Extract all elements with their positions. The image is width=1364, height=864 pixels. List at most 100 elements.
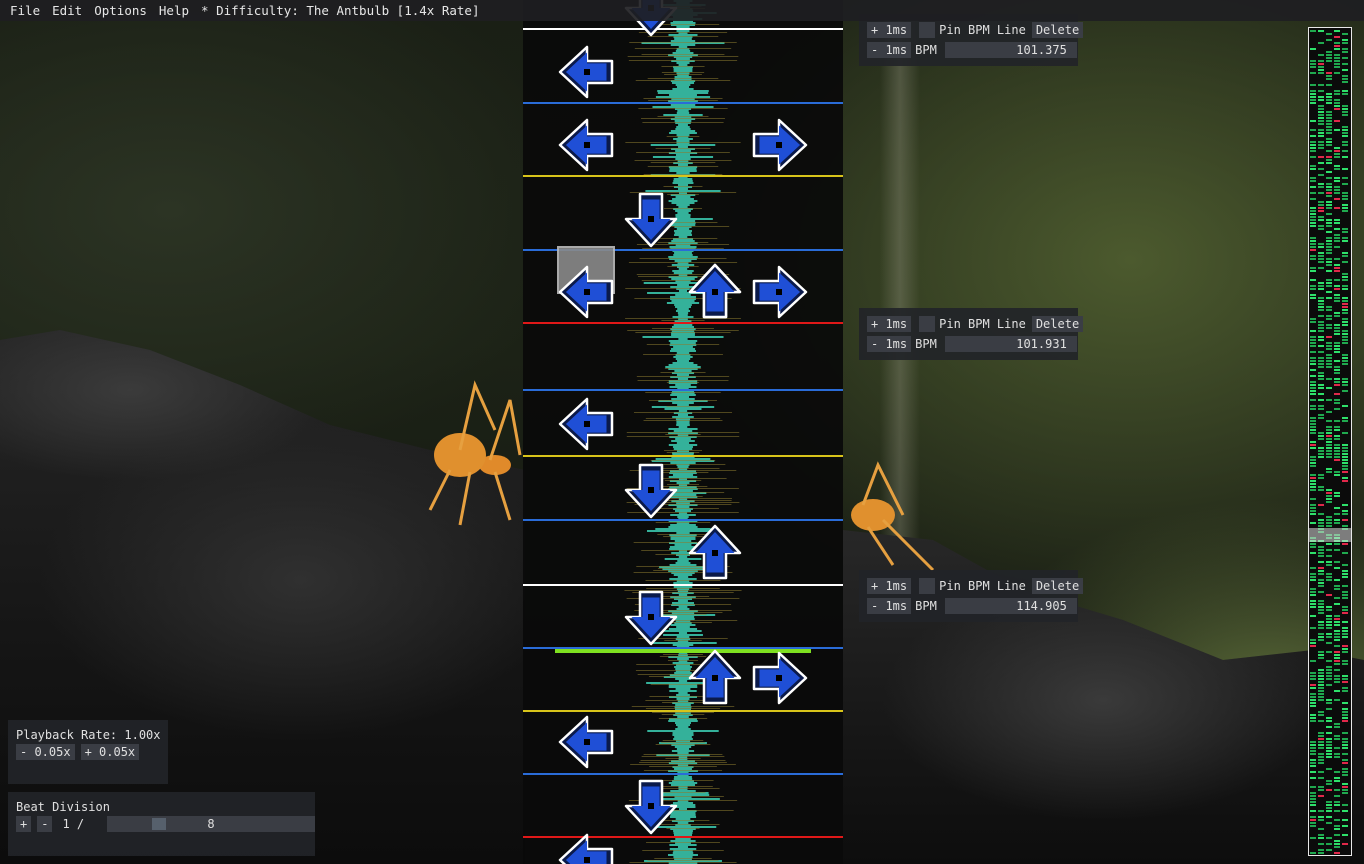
note-left-arrow-icon[interactable]: [558, 715, 614, 769]
minimap-note-mark: [1334, 378, 1340, 380]
beat-division-plus-button[interactable]: +: [16, 816, 32, 832]
minimap-note-mark: [1342, 195, 1348, 197]
bpm-minus-1ms-button[interactable]: - 1ms: [867, 42, 912, 58]
note-left-arrow-icon[interactable]: [558, 397, 614, 451]
minimap-note-mark: [1326, 222, 1332, 224]
minimap-note-mark: [1318, 555, 1324, 557]
minimap-note-mark: [1334, 93, 1340, 95]
beat-division-slider[interactable]: 8: [107, 816, 315, 832]
note-left-arrow-icon[interactable]: [558, 45, 614, 99]
note-right-arrow-icon[interactable]: [752, 265, 808, 319]
note-right-arrow-icon[interactable]: [752, 651, 808, 705]
note-up-arrow-icon[interactable]: [688, 263, 742, 319]
minimap-note-mark: [1342, 297, 1348, 299]
minimap-note-mark: [1318, 156, 1324, 158]
minimap-note-mark: [1334, 615, 1340, 617]
minimap-note-mark: [1318, 711, 1324, 713]
menu-edit[interactable]: Edit: [52, 3, 83, 18]
minimap-note-mark: [1310, 687, 1316, 689]
note-left-arrow-icon[interactable]: [558, 118, 614, 172]
minimap-note-mark: [1342, 636, 1348, 638]
minimap-canvas[interactable]: [1309, 28, 1351, 855]
chart-lane[interactable]: [523, 0, 843, 864]
beat-line: [523, 584, 843, 586]
minimap-note-mark: [1318, 261, 1324, 263]
playback-decrease-button[interactable]: - 0.05x: [16, 744, 75, 760]
slider-grab-handle[interactable]: [152, 818, 166, 830]
minimap-note-mark: [1310, 237, 1316, 239]
minimap-note-mark: [1318, 453, 1324, 455]
background-light-pillar: [880, 20, 920, 540]
minimap-note-mark: [1310, 801, 1316, 803]
minimap-note-mark: [1334, 726, 1340, 728]
minimap-note-mark: [1318, 693, 1324, 695]
minimap-note-mark: [1318, 255, 1324, 257]
bpm-delete-button[interactable]: Delete: [1031, 316, 1084, 332]
minimap-note-mark: [1326, 75, 1332, 77]
minimap-note-mark: [1334, 366, 1340, 368]
minimap-note-mark: [1334, 633, 1340, 635]
minimap-note-mark: [1318, 84, 1324, 86]
pin-bpm-checkbox[interactable]: [919, 578, 936, 594]
minimap-note-mark: [1326, 501, 1332, 503]
minimap-note-mark: [1310, 102, 1316, 104]
minimap-note-mark: [1318, 66, 1324, 68]
bpm-value-field[interactable]: 114.905: [944, 598, 1077, 614]
minimap-note-mark: [1334, 30, 1340, 32]
minimap-note-mark: [1326, 519, 1332, 521]
note-up-arrow-icon[interactable]: [688, 649, 742, 705]
minimap-note-mark: [1342, 405, 1348, 407]
bpm-plus-1ms-button[interactable]: + 1ms: [867, 316, 912, 332]
beat-division-minus-button[interactable]: -: [37, 816, 53, 832]
minimap-note-mark: [1342, 663, 1348, 665]
minimap-note-mark: [1342, 48, 1348, 50]
menu-help[interactable]: Help: [158, 3, 190, 18]
note-right-arrow-icon[interactable]: [752, 118, 808, 172]
bpm-plus-1ms-button[interactable]: + 1ms: [867, 22, 912, 38]
chart-lane-canvas[interactable]: [523, 0, 843, 864]
minimap-note-mark: [1326, 549, 1332, 551]
minimap-note-mark: [1334, 279, 1340, 281]
bpm-minus-1ms-button[interactable]: - 1ms: [867, 598, 912, 614]
menu-file[interactable]: File: [10, 3, 41, 18]
minimap-note-mark: [1342, 279, 1348, 281]
minimap-note-mark: [1334, 120, 1340, 122]
minimap-note-mark: [1310, 285, 1316, 287]
note-down-arrow-icon[interactable]: [624, 463, 678, 519]
menu-options[interactable]: Options: [94, 3, 147, 18]
note-left-arrow-icon[interactable]: [558, 833, 614, 864]
playback-increase-button[interactable]: + 0.05x: [80, 744, 140, 760]
bpm-value-field[interactable]: 101.931: [944, 336, 1077, 352]
note-left-arrow-icon[interactable]: [558, 265, 614, 319]
minimap-note-mark: [1310, 786, 1316, 788]
minimap-note-mark: [1342, 687, 1348, 689]
bpm-delete-button[interactable]: Delete: [1031, 22, 1084, 38]
pin-bpm-checkbox[interactable]: [919, 316, 936, 332]
minimap-note-mark: [1318, 675, 1324, 677]
bpm-value-field[interactable]: 101.375: [944, 42, 1077, 58]
playback-rate-panel: Playback Rate: 1.00x - 0.05x + 0.05x: [8, 720, 168, 784]
note-down-arrow-icon[interactable]: [624, 779, 678, 835]
pin-bpm-checkbox[interactable]: [919, 22, 936, 38]
note-down-arrow-icon[interactable]: [624, 590, 678, 646]
density-minimap[interactable]: [1308, 27, 1352, 856]
minimap-note-mark: [1318, 477, 1324, 479]
bpm-minus-1ms-button[interactable]: - 1ms: [867, 336, 912, 352]
note-down-arrow-icon[interactable]: [624, 192, 678, 248]
minimap-note-mark: [1310, 429, 1316, 431]
beat-division-panel: Beat Division + - 1 / 8: [8, 792, 315, 856]
bpm-delete-button[interactable]: Delete: [1031, 578, 1084, 594]
minimap-note-mark: [1310, 462, 1316, 464]
minimap-note-mark: [1334, 789, 1340, 791]
minimap-note-mark: [1334, 456, 1340, 458]
minimap-note-mark: [1310, 426, 1316, 428]
note-up-arrow-icon[interactable]: [688, 524, 742, 580]
minimap-note-mark: [1326, 747, 1332, 749]
minimap-note-mark: [1342, 105, 1348, 107]
minimap-note-mark: [1318, 141, 1324, 143]
minimap-viewport[interactable]: [1309, 528, 1351, 542]
minimap-note-mark: [1342, 381, 1348, 383]
bpm-plus-1ms-button[interactable]: + 1ms: [867, 578, 912, 594]
beat-line: [523, 773, 843, 775]
minimap-note-mark: [1326, 54, 1332, 56]
